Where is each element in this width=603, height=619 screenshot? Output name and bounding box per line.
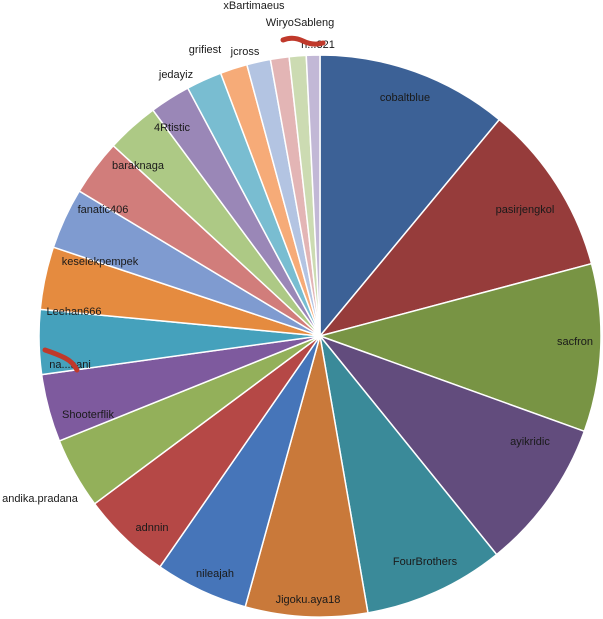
pie-slice-21 bbox=[305, 54, 321, 337]
slice-label-14: baraknaga bbox=[112, 160, 165, 172]
redaction-scribbles bbox=[42, 35, 326, 373]
slice-label-11: Leehan666 bbox=[46, 306, 101, 318]
slice-label-9: Shooterflik bbox=[62, 409, 114, 421]
slice-label-17: grifiest bbox=[189, 44, 221, 56]
pie-slice-2 bbox=[317, 262, 602, 433]
slice-label-10: na...sani bbox=[49, 359, 91, 371]
slice-label-16: jedayiz bbox=[158, 69, 193, 81]
slice-label-0: cobaltblue bbox=[380, 92, 430, 104]
slice-label-18: jcross bbox=[230, 46, 260, 58]
slice-label-20: WiryoSableng bbox=[266, 17, 334, 29]
slice-label-4: FourBrothers bbox=[393, 556, 458, 568]
slice-label-15: 4Rtistic bbox=[154, 122, 191, 134]
slice-label-5: Jigoku.aya18 bbox=[276, 594, 341, 606]
pie-slice-4 bbox=[318, 333, 498, 614]
pie-slice-1 bbox=[317, 118, 593, 338]
slice-label-13: fanatic406 bbox=[78, 204, 129, 216]
redaction-scribble bbox=[280, 35, 326, 47]
pie-labels: cobaltblue pasirjengkol sacfron ayikridic Fo… bbox=[2, 0, 593, 606]
pie-slices bbox=[38, 54, 602, 618]
slice-label-7: adnnin bbox=[135, 522, 168, 534]
slice-label-2: sacfron bbox=[557, 336, 593, 348]
pie-slice-3 bbox=[317, 334, 586, 556]
slice-label-1: pasirjengkol bbox=[496, 204, 555, 216]
slice-label-8: andika.pradana bbox=[2, 493, 79, 505]
slice-label-6: nileajah bbox=[196, 568, 234, 580]
slice-label-12: keselekpempek bbox=[62, 256, 139, 268]
slice-label-3: ayikridic bbox=[510, 436, 550, 448]
redaction-scribble bbox=[42, 347, 80, 373]
pie-slice-0 bbox=[319, 54, 501, 339]
pie-slice-5 bbox=[244, 335, 369, 618]
slice-label-19: xBartimaeus bbox=[223, 0, 285, 12]
